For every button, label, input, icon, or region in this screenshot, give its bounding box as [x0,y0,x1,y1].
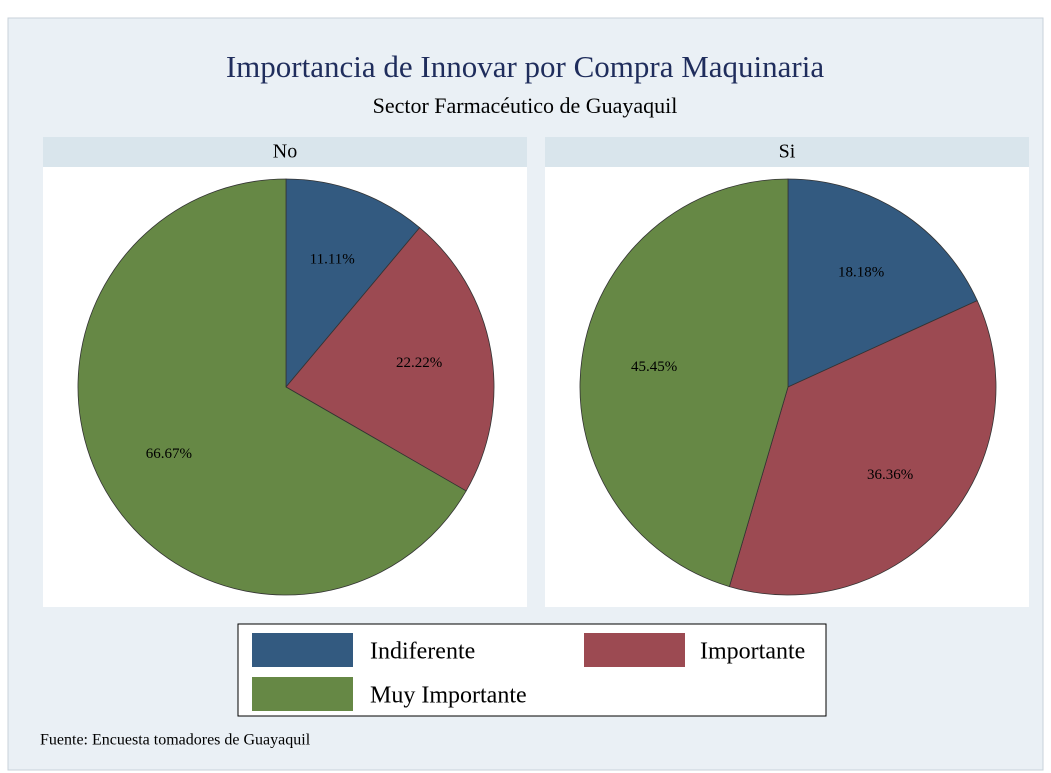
pie-slice [787,178,978,388]
slice-label: 36.36% [867,467,913,483]
footnote: Fuente: Encuesta tomadores de Guayaquil [40,732,311,749]
legend-swatch [252,633,353,667]
pie-slice [77,178,467,596]
pie-slice [728,300,997,596]
legend-label: Importante [700,639,805,665]
chart-title: Importancia de Innovar por Compra Maquin… [226,49,825,84]
panel-title: Si [779,141,796,163]
legend-swatch [584,633,685,667]
pie-slice [285,178,421,389]
panel-header [545,137,1029,167]
slice-label: 66.67% [146,446,192,462]
slice-label: 22.22% [396,355,442,371]
slice-label: 18.18% [838,265,884,281]
slice-label: 45.45% [631,359,677,375]
panel-title: No [273,141,297,163]
legend-label: Indiferente [370,639,475,665]
legend-label: Muy Importante [370,683,527,709]
legend-swatch [252,677,353,711]
panel-header [43,137,527,167]
slice-label: 11.11% [310,251,355,267]
pie-slice [285,227,495,492]
pie-slice [579,178,789,588]
chart-subtitle: Sector Farmacéutico de Guayaquil [373,93,678,118]
